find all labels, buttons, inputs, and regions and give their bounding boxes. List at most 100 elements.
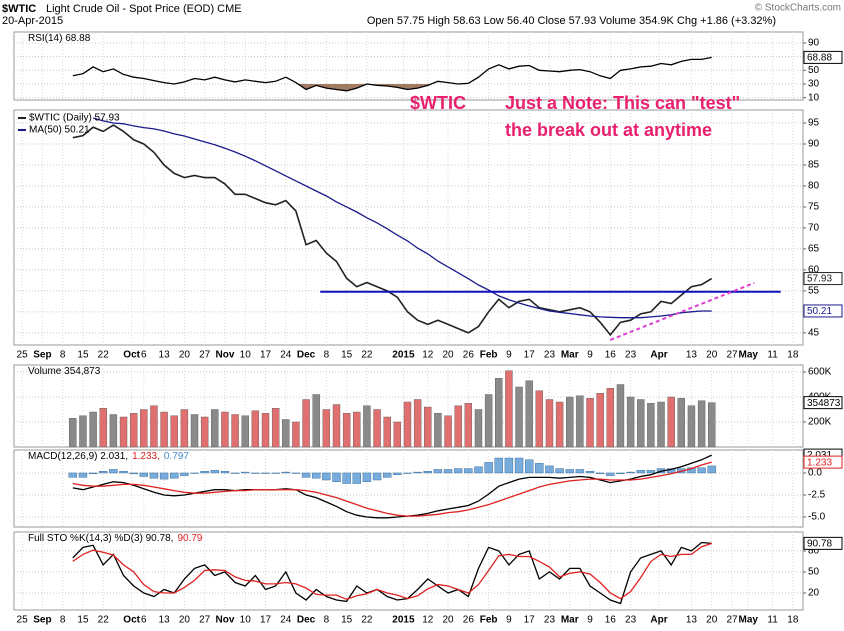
y-tick-label: 50 bbox=[808, 567, 820, 578]
histogram-bar bbox=[200, 471, 209, 474]
y-tick-label: 30 bbox=[808, 79, 820, 90]
histogram-bar bbox=[545, 465, 554, 474]
histogram-bar bbox=[149, 472, 159, 479]
x-tick-label: 24 bbox=[280, 350, 292, 361]
histogram-bar bbox=[504, 457, 514, 474]
histogram-bar bbox=[383, 472, 392, 478]
y-tick-label: 600K bbox=[808, 367, 832, 378]
volume-bar bbox=[241, 415, 249, 448]
x-tick-label: 25 bbox=[17, 615, 29, 626]
y-tick-label: 10 bbox=[808, 92, 820, 103]
histogram-bar bbox=[139, 472, 149, 477]
histogram-bar bbox=[271, 472, 280, 474]
histogram-bar bbox=[687, 467, 696, 474]
legend-label: MACD(12,26,9) 2.031, bbox=[28, 451, 128, 462]
x-tick-label: 9 bbox=[506, 615, 512, 626]
histogram-bar bbox=[99, 471, 108, 474]
x-tick-label: Sep bbox=[33, 615, 51, 626]
x-tick-label: 17 bbox=[524, 350, 536, 361]
histogram-bar bbox=[494, 457, 503, 474]
x-tick-label: 16 bbox=[605, 350, 617, 361]
series-line bbox=[72, 461, 712, 517]
histogram-bar bbox=[159, 472, 169, 480]
value-tag-label: 354873 bbox=[807, 398, 841, 409]
volume-bar bbox=[515, 386, 523, 448]
histogram-bar bbox=[119, 471, 128, 474]
volume-bar bbox=[403, 401, 412, 448]
y-tick-label: 200K bbox=[808, 417, 832, 428]
x-tick-label: Dec bbox=[297, 615, 316, 626]
volume-bar bbox=[353, 411, 361, 448]
x-tick-label: 8 bbox=[324, 615, 330, 626]
x-tick-label: Feb bbox=[480, 615, 498, 626]
annotation: the break out at anytime bbox=[505, 120, 712, 140]
x-tick-label: Sep bbox=[33, 350, 51, 361]
x-tick-label: 23 bbox=[544, 615, 556, 626]
x-tick-label: 8 bbox=[60, 350, 66, 361]
histogram-bar bbox=[372, 472, 382, 481]
legend-label: 90.79 bbox=[177, 533, 202, 544]
volume-bar bbox=[292, 421, 300, 448]
x-tick-label: 11 bbox=[767, 350, 778, 361]
x-tick-label: 9 bbox=[506, 350, 512, 361]
histogram-bar bbox=[616, 472, 625, 475]
histogram-bar bbox=[109, 469, 118, 474]
x-tick-label: 23 bbox=[544, 350, 556, 361]
histogram-bar bbox=[555, 468, 564, 474]
value-tag bbox=[803, 304, 843, 318]
instrument-name: Light Crude Oil - Spot Price (EOD) CME bbox=[46, 3, 242, 15]
histogram-bar bbox=[413, 471, 422, 474]
x-tick-label: 23 bbox=[625, 350, 637, 361]
x-tick-label: 26 bbox=[463, 350, 475, 361]
x-tick-label: Feb bbox=[480, 350, 498, 361]
x-tick-label: May bbox=[739, 350, 759, 361]
volume-bar bbox=[322, 409, 331, 448]
volume-bar bbox=[434, 413, 442, 448]
volume-bar bbox=[545, 399, 554, 448]
x-tick-label: 20 bbox=[442, 350, 454, 361]
volume-bar bbox=[221, 411, 229, 448]
volume-bar bbox=[190, 414, 199, 448]
volume-bar bbox=[312, 394, 320, 448]
volume-bar bbox=[211, 409, 219, 448]
x-tick-label: Apr bbox=[650, 350, 667, 361]
histogram-bar bbox=[626, 471, 635, 474]
x-tick-label: 6 bbox=[141, 350, 147, 361]
value-tag-label: 57.93 bbox=[807, 274, 832, 285]
x-tick-label: 20 bbox=[706, 350, 718, 361]
legend-label: 0.797 bbox=[164, 451, 189, 462]
histogram-bar bbox=[88, 472, 98, 475]
value-tag bbox=[803, 396, 843, 410]
histogram-bar bbox=[190, 472, 199, 474]
x-tick-label: 8 bbox=[60, 615, 66, 626]
series-line bbox=[72, 56, 712, 92]
histogram-bar bbox=[443, 469, 453, 474]
histogram-bar bbox=[535, 463, 544, 474]
histogram-bar bbox=[301, 472, 311, 478]
y-tick-label: 95 bbox=[808, 118, 820, 129]
x-tick-label: 27 bbox=[726, 350, 738, 361]
volume-bar bbox=[373, 409, 381, 448]
legend-label: Full STO %K(14,3) %D(3) 90.78, bbox=[28, 533, 173, 544]
volume-bar bbox=[697, 400, 706, 448]
histogram-bar bbox=[281, 471, 290, 474]
volume-bar bbox=[271, 408, 280, 448]
y-tick-label: 75 bbox=[808, 202, 820, 213]
panel bbox=[13, 449, 804, 528]
histogram-bar bbox=[565, 469, 574, 474]
x-tick-label: 16 bbox=[605, 615, 617, 626]
y-tick-label: 0.0 bbox=[808, 468, 822, 479]
volume-bar bbox=[69, 418, 77, 448]
x-tick-label: 22 bbox=[361, 350, 373, 361]
legend: Volume 354,873 bbox=[28, 366, 101, 377]
histogram-bar bbox=[230, 472, 240, 474]
x-tick-label: 22 bbox=[361, 615, 373, 626]
x-tick-label: Nov bbox=[215, 615, 234, 626]
histogram-bar bbox=[332, 472, 341, 482]
symbol: $WTIC bbox=[2, 3, 36, 15]
histogram-bar bbox=[474, 466, 483, 474]
volume-bar bbox=[687, 405, 696, 448]
volume-bar bbox=[647, 403, 655, 448]
